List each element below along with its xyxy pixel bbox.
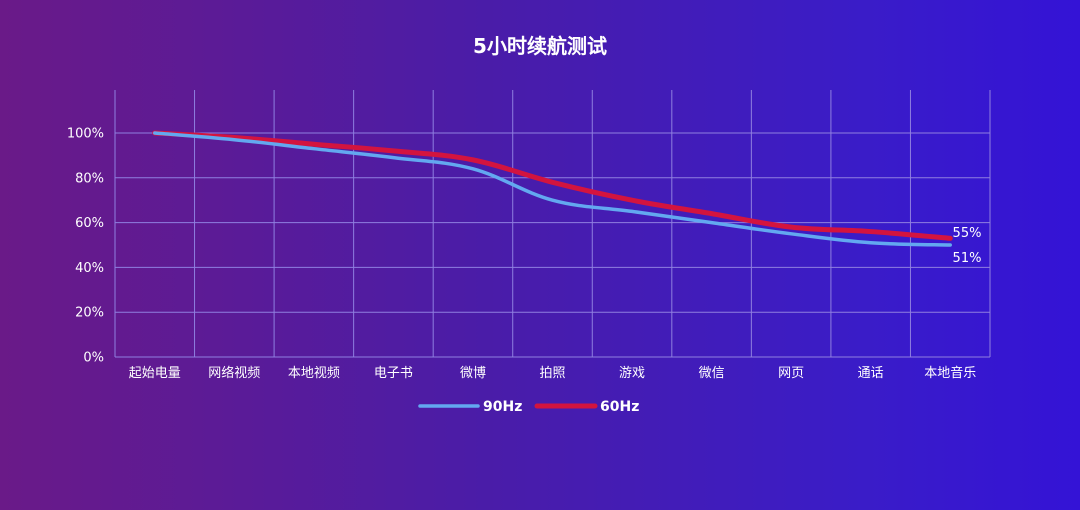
x-tick-label: 本地音乐 (924, 365, 976, 381)
y-tick-label: 60% (75, 216, 104, 231)
y-tick-label: 40% (75, 261, 104, 276)
x-tick-label: 电子书 (374, 366, 413, 381)
y-tick-label: 20% (75, 306, 104, 321)
y-tick-label: 100% (67, 127, 104, 142)
grid-layer (115, 90, 990, 357)
legend: 90Hz 60Hz (420, 399, 639, 415)
end-label-90hz: 51% (953, 251, 982, 266)
x-tick-label: 网页 (778, 366, 804, 381)
legend-label-60hz: 60Hz (600, 399, 639, 415)
x-tick-label: 微信 (699, 366, 725, 381)
x-tick-label: 拍照 (539, 366, 565, 381)
axis-layer: 0% 20% 40% 60% 80% 100% 起始电量 网络视频 本地视频 电子书 微博 拍照 游戏 微… (67, 127, 976, 382)
x-tick-label: 游戏 (619, 366, 645, 381)
x-tick-label: 本地视频 (288, 366, 340, 381)
y-tick-label: 0% (83, 351, 104, 366)
x-tick-label: 通话 (858, 366, 884, 381)
x-tick-label: 网络视频 (208, 365, 260, 381)
end-label-60hz: 55% (953, 226, 982, 241)
y-tick-label: 80% (75, 171, 104, 186)
label-layer: 51% 55% (953, 226, 982, 266)
legend-label-90hz: 90Hz (483, 399, 522, 415)
chart-title: 5小时续航测试 (473, 34, 607, 58)
x-tick-label: 微博 (460, 366, 486, 381)
x-tick-label: 起始电量 (129, 366, 181, 381)
